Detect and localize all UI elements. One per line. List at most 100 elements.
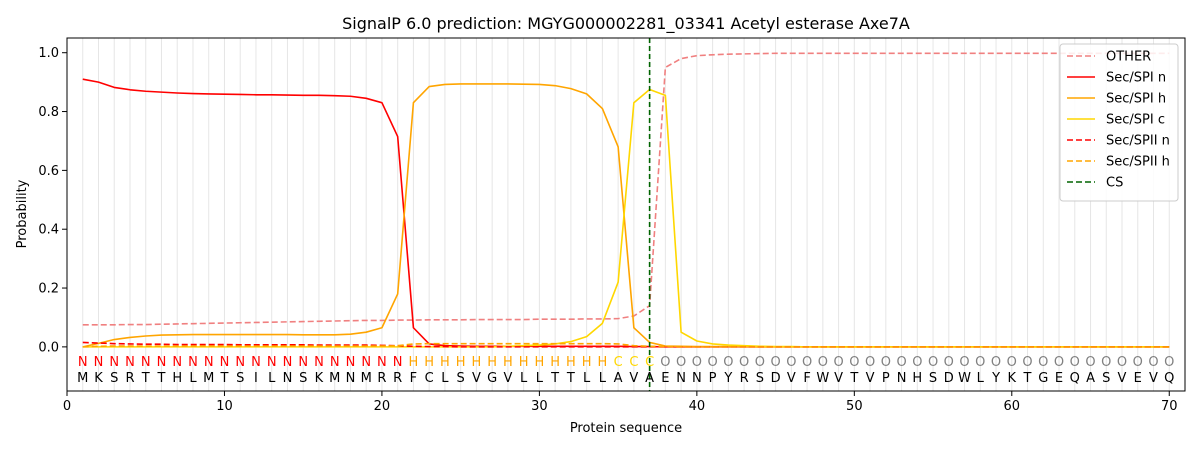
residue-label: S bbox=[756, 371, 764, 386]
residue-label: N bbox=[346, 371, 356, 386]
legend-entry: Sec/SPI c bbox=[1106, 113, 1165, 128]
residue-label: V bbox=[629, 371, 638, 386]
residue-label: T bbox=[157, 371, 166, 386]
region-label: O bbox=[786, 355, 796, 370]
region-label: N bbox=[267, 355, 277, 370]
residue-label: P bbox=[882, 371, 890, 386]
residue-label: L bbox=[536, 371, 544, 386]
region-label: N bbox=[204, 355, 214, 370]
region-label: O bbox=[896, 355, 906, 370]
region-label: H bbox=[519, 355, 529, 370]
region-label: O bbox=[865, 355, 875, 370]
residue-label: N bbox=[692, 371, 702, 386]
region-label: O bbox=[975, 355, 985, 370]
region-label: O bbox=[802, 355, 812, 370]
y-tick-label: 0.6 bbox=[38, 164, 59, 179]
region-label: O bbox=[1164, 355, 1174, 370]
y-tick-label: 1.0 bbox=[38, 46, 59, 61]
region-label: N bbox=[298, 355, 308, 370]
region-label: O bbox=[1070, 355, 1080, 370]
residue-label: L bbox=[599, 371, 607, 386]
x-tick-label: 40 bbox=[689, 399, 706, 414]
y-tick-label: 0.8 bbox=[38, 105, 59, 120]
residue-label: V bbox=[834, 371, 843, 386]
residue-label: L bbox=[520, 371, 528, 386]
residue-label: V bbox=[866, 371, 875, 386]
region-label: H bbox=[424, 355, 434, 370]
residue-label: V bbox=[787, 371, 796, 386]
plot-frame bbox=[66, 37, 1186, 392]
residue-label: F bbox=[410, 371, 417, 386]
x-tick-label: 20 bbox=[374, 399, 391, 414]
region-label: H bbox=[597, 355, 607, 370]
region-label: H bbox=[550, 355, 560, 370]
residue-label: T bbox=[219, 371, 228, 386]
legend: OTHER Sec/SPI n Sec/SPI h Sec/SPI c Sec/SPII… bbox=[1059, 43, 1179, 202]
residue-label: R bbox=[125, 371, 134, 386]
residue-label: S bbox=[929, 371, 937, 386]
residue-label: K bbox=[1008, 371, 1017, 386]
region-label: N bbox=[141, 355, 151, 370]
region-label: C bbox=[645, 355, 654, 370]
residue-label: F bbox=[803, 371, 810, 386]
residue-label: I bbox=[254, 371, 258, 386]
region-label: O bbox=[676, 355, 686, 370]
region-label: O bbox=[959, 355, 969, 370]
region-label: O bbox=[660, 355, 670, 370]
legend-entry: Sec/SPII n bbox=[1106, 134, 1170, 149]
residue-label: T bbox=[1023, 371, 1032, 386]
region-label: N bbox=[377, 355, 387, 370]
x-tick-label: 0 bbox=[63, 399, 71, 414]
region-label: O bbox=[1038, 355, 1048, 370]
residue-label: K bbox=[94, 371, 103, 386]
region-label: O bbox=[1022, 355, 1032, 370]
residue-label: T bbox=[550, 371, 559, 386]
x-tick-label: 30 bbox=[531, 399, 548, 414]
residue-label: N bbox=[897, 371, 907, 386]
region-label: O bbox=[833, 355, 843, 370]
y-tick-label: 0.0 bbox=[38, 340, 59, 355]
residue-label: S bbox=[110, 371, 118, 386]
y-tick-label: 0.2 bbox=[38, 282, 59, 297]
region-label: O bbox=[991, 355, 1001, 370]
residue-label: M bbox=[329, 371, 340, 386]
region-label: N bbox=[94, 355, 104, 370]
region-label: O bbox=[1133, 355, 1143, 370]
region-label: H bbox=[503, 355, 513, 370]
residue-label: L bbox=[189, 371, 197, 386]
residue-label: C bbox=[425, 371, 434, 386]
residue-label: W bbox=[958, 371, 971, 386]
series-layer bbox=[82, 52, 1170, 348]
residue-label: D bbox=[771, 371, 781, 386]
region-label: O bbox=[1148, 355, 1158, 370]
y-axis-label: Probability bbox=[15, 179, 30, 248]
residue-label: S bbox=[1102, 371, 1110, 386]
residue-label: E bbox=[1055, 371, 1063, 386]
region-label: H bbox=[440, 355, 450, 370]
region-label: N bbox=[283, 355, 293, 370]
residue-label: T bbox=[849, 371, 858, 386]
chart-title: SignalP 6.0 prediction: MGYG000002281_03… bbox=[342, 14, 910, 34]
residue-label: Y bbox=[991, 371, 1000, 386]
residue-label: S bbox=[236, 371, 244, 386]
residue-label: V bbox=[503, 371, 512, 386]
region-label: N bbox=[314, 355, 324, 370]
region-label: N bbox=[235, 355, 245, 370]
region-label: H bbox=[566, 355, 576, 370]
residue-label: M bbox=[361, 371, 372, 386]
region-label: N bbox=[251, 355, 261, 370]
region-label: O bbox=[1007, 355, 1017, 370]
series-line-sec-spii-h bbox=[82, 342, 1170, 348]
region-label: O bbox=[1117, 355, 1127, 370]
residue-label: L bbox=[268, 371, 276, 386]
residue-label: L bbox=[583, 371, 591, 386]
residue-label: K bbox=[315, 371, 324, 386]
residue-label: Q bbox=[1164, 371, 1174, 386]
series-line-sec-spi-h bbox=[82, 83, 1170, 348]
region-label: N bbox=[125, 355, 135, 370]
residue-label: R bbox=[393, 371, 402, 386]
residue-label: D bbox=[944, 371, 954, 386]
sequence-layer: NMNKNSNRNTNTNHNLNMNTNSNINLNNNSNKNMNNNMNR… bbox=[77, 355, 1174, 386]
region-label: O bbox=[944, 355, 954, 370]
